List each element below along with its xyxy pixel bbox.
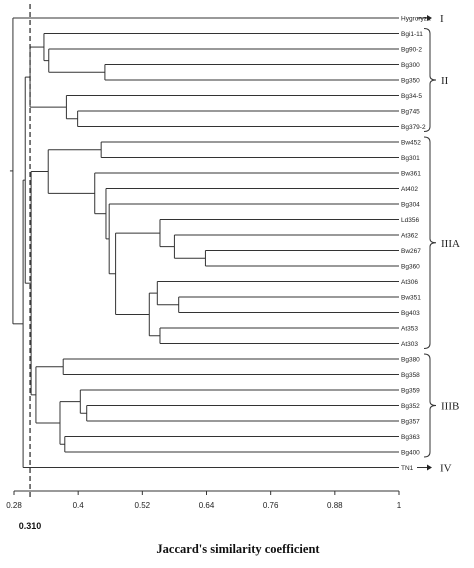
- group-label: IIIB: [441, 401, 459, 413]
- group-brace: [423, 136, 437, 349]
- leaf-label: Bg380: [401, 356, 420, 363]
- group-brace: [423, 28, 437, 132]
- leaf-label: Bg34-5: [401, 93, 422, 100]
- dendrogram-branches: [9, 17, 399, 468]
- leaf-label: Bw351: [401, 294, 421, 301]
- leaf-label: Bg403: [401, 310, 420, 317]
- leaf-label: Bg90-2: [401, 46, 422, 53]
- leaf-label: Bg300: [401, 62, 420, 69]
- group-label: IV: [440, 463, 452, 475]
- leaf-label: Bg745: [401, 108, 420, 115]
- leaf-label: Bg379-2: [401, 124, 426, 131]
- leaf-label: At362: [401, 232, 418, 239]
- leaf-label: Bg360: [401, 263, 420, 270]
- group-label: IIIA: [441, 238, 460, 250]
- leaf-label: Bw452: [401, 139, 421, 146]
- leaf-label: Bg363: [401, 434, 420, 441]
- leaf-label: Bg304: [401, 201, 420, 208]
- x-tick-label: 0.28: [6, 501, 22, 510]
- leaf-label: At303: [401, 341, 418, 348]
- leaf-label: At353: [401, 325, 418, 332]
- x-tick-label: 0.64: [199, 501, 215, 510]
- group-brace: [423, 353, 437, 458]
- leaf-label: Bg352: [401, 403, 420, 410]
- x-tick-label: 0.52: [135, 501, 151, 510]
- leaf-label: Bg400: [401, 449, 420, 456]
- x-axis-ticks: 0.28 0.4 0.52 0.64 0.76 0.88 1: [6, 491, 402, 510]
- leaf-label: Bg350: [401, 77, 420, 84]
- leaf-label: Hygroryza: [401, 15, 431, 22]
- leaf-label: Ld356: [401, 217, 419, 224]
- leaf-label: Bg357: [401, 418, 420, 425]
- group-arrow-head: [427, 15, 432, 21]
- x-axis-title: Jaccard's similarity coefficient: [156, 542, 320, 556]
- leaf-label: Bg301: [401, 155, 420, 162]
- leaf-label: Bg359: [401, 387, 420, 394]
- leaf-label: At306: [401, 279, 418, 286]
- leaf-label: Bw267: [401, 248, 421, 255]
- group-label: I: [440, 13, 444, 25]
- group-label: II: [441, 75, 449, 87]
- group-arrow-head: [427, 464, 432, 471]
- leaf-label: At402: [401, 186, 418, 193]
- x-tick-label: 0.88: [327, 501, 343, 510]
- leaf-label: TN1: [401, 465, 414, 472]
- x-tick-label: 0.76: [263, 501, 279, 510]
- threshold-label: 0.310: [19, 521, 42, 531]
- leaf-label: Bw361: [401, 170, 421, 177]
- leaf-label: Bgi1-11: [401, 31, 423, 38]
- x-tick-label: 1: [397, 501, 402, 510]
- x-tick-label: 0.4: [73, 501, 85, 510]
- leaf-labels: Hygroryza Bgi1-11 Bg90-2 Bg300 Bg350 Bg34-5 Bg…: [401, 15, 431, 472]
- leaf-label: Bg358: [401, 372, 420, 379]
